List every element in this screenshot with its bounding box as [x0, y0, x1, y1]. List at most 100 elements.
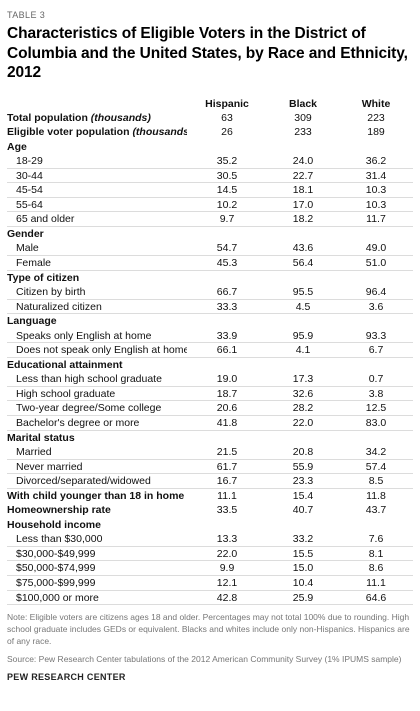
row-label: Two-year degree/Some college [7, 401, 187, 415]
table-row: Eligible voter population (thousands) 26 2… [7, 125, 413, 140]
row-label: Homeownership rate [7, 503, 187, 518]
row-label-text: Language [7, 315, 57, 328]
section-header-row: Educational attainment [7, 358, 413, 373]
cell-white: 7.6 [368, 533, 384, 546]
cell-black [267, 518, 339, 533]
cell-hispanic [187, 227, 267, 242]
cell-hispanic [187, 518, 267, 533]
row-label: 18-29 [7, 154, 187, 168]
row-label: Less than $30,000 [7, 532, 187, 546]
row-label: Naturalized citizen [7, 300, 187, 314]
table-row: Citizen by birth 66.7 95.5 96.4 [7, 285, 413, 300]
cell-black: 24.0 [292, 155, 314, 168]
cell-hispanic: 11.1 [217, 489, 237, 502]
table-row: Never married 61.7 55.9 57.4 [7, 460, 413, 475]
row-label: Household income [7, 518, 187, 533]
table-row: With child younger than 18 in home 11.1 15… [7, 489, 413, 504]
cell-black: 28.2 [292, 402, 314, 415]
cell-hispanic: 18.7 [216, 387, 238, 400]
cell-hispanic [187, 271, 267, 286]
row-label-text: Never married [16, 460, 83, 473]
cell-white: 3.6 [368, 300, 384, 313]
cell-black: 17.3 [292, 373, 314, 386]
cell-hispanic [187, 314, 267, 329]
table-body: Total population (thousands) 63 309 223 Elig… [7, 111, 413, 606]
cell-hispanic: 20.6 [216, 402, 238, 415]
row-label: Does not speak only English at home [7, 343, 187, 357]
row-label: Female [7, 256, 187, 270]
row-label-text: 30-44 [16, 169, 43, 182]
cell-white: 223 [367, 111, 385, 124]
row-label: With child younger than 18 in home [7, 489, 187, 504]
row-label-text: $75,000-$99,999 [16, 577, 96, 589]
cell-black: 32.6 [292, 387, 314, 400]
cell-hispanic: 9.9 [219, 562, 235, 575]
row-label-text: Married [16, 446, 52, 459]
cell-hispanic: 26 [221, 126, 233, 139]
row-label-text: Household income [7, 518, 101, 531]
cell-white: 11.7 [366, 213, 386, 226]
row-label-text: Gender [7, 227, 44, 240]
cell-black: 23.3 [292, 475, 314, 488]
cell-hispanic [187, 431, 267, 446]
cell-black: 22.7 [292, 169, 314, 182]
table-row: Does not speak only English at home 66.1 4… [7, 343, 413, 358]
cell-white: 34.2 [365, 446, 387, 459]
cell-black: 43.6 [292, 242, 314, 255]
row-label: Less than high school graduate [7, 372, 187, 386]
cell-white: 11.1 [366, 577, 386, 589]
table-row: High school graduate 18.7 32.6 3.8 [7, 387, 413, 402]
row-label-text: Female [16, 256, 52, 269]
section-header-row: Language [7, 314, 413, 329]
row-label: Marital status [7, 431, 187, 446]
table-row: $30,000-$49,999 22.0 15.5 8.1 [7, 547, 413, 562]
cell-hispanic: 12.1 [216, 577, 238, 589]
cell-black [267, 358, 339, 373]
cell-hispanic: 61.7 [216, 460, 238, 473]
cell-black: 4.5 [295, 300, 311, 313]
section-header-row: Type of citizen [7, 271, 413, 286]
cell-hispanic [187, 358, 267, 373]
row-label: $30,000-$49,999 [7, 547, 187, 561]
cell-black: 20.8 [292, 446, 314, 459]
cell-white: 49.0 [365, 242, 387, 255]
cell-white [339, 314, 413, 329]
row-label: Never married [7, 460, 187, 474]
row-label: Gender [7, 227, 187, 242]
cell-black: 309 [294, 111, 312, 124]
cell-white: 0.7 [368, 373, 384, 386]
row-label: 55-64 [7, 198, 187, 212]
row-label-text: Homeownership rate [7, 504, 111, 517]
table-row: Divorced/separated/widowed 16.7 23.3 8.5 [7, 474, 413, 489]
table-row: Less than high school graduate 19.0 17.3 0.… [7, 372, 413, 387]
cell-black: 95.9 [292, 329, 314, 342]
publisher-footer: PEW RESEARCH CENTER [7, 672, 126, 683]
row-label: Citizen by birth [7, 285, 187, 299]
row-label-text: Type of citizen [7, 271, 80, 284]
cell-white: 57.4 [365, 460, 387, 473]
table-row: $50,000-$74,999 9.9 15.0 8.6 [7, 561, 413, 576]
row-label: Type of citizen [7, 271, 187, 286]
cell-hispanic: 14.5 [216, 184, 238, 197]
table-row: Married 21.5 20.8 34.2 [7, 445, 413, 460]
row-label-text: $50,000-$74,999 [16, 562, 96, 575]
row-label: Bachelor's degree or more [7, 416, 187, 430]
row-label-text: $100,000 or more [16, 591, 99, 604]
table-row: Bachelor's degree or more 41.8 22.0 83.0 [7, 416, 413, 431]
cell-black [267, 431, 339, 446]
table-row: $75,000-$99,999 12.1 10.4 11.1 [7, 576, 413, 591]
cell-black [267, 140, 339, 155]
cell-black: 4.1 [295, 344, 311, 357]
cell-black [267, 271, 339, 286]
cell-black: 33.2 [292, 533, 314, 546]
row-label-text: Eligible voter population [7, 126, 130, 139]
cell-hispanic [187, 140, 267, 155]
cell-black: 15.5 [292, 547, 314, 560]
cell-white: 10.3 [365, 198, 387, 211]
cell-hispanic: 42.8 [216, 591, 238, 604]
cell-white: 96.4 [365, 286, 387, 299]
row-label-text: Less than $30,000 [16, 533, 103, 546]
cell-hispanic: 9.7 [219, 213, 235, 226]
row-label-text: 65 and older [16, 213, 75, 226]
cell-hispanic: 22.0 [216, 547, 238, 560]
